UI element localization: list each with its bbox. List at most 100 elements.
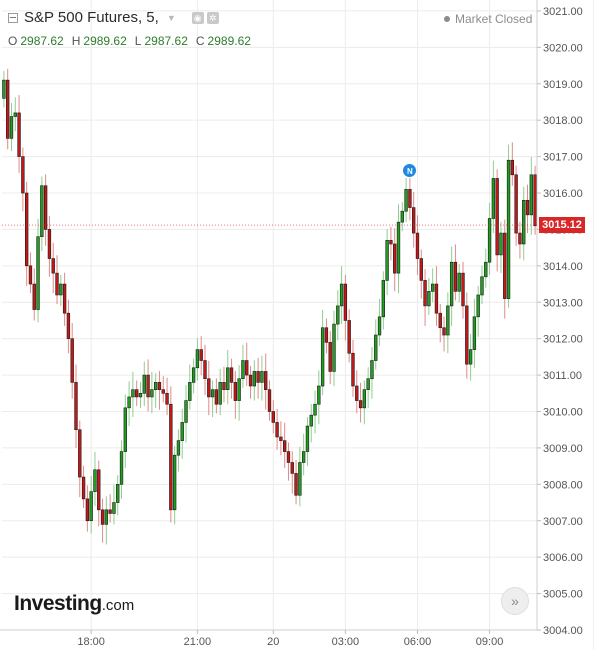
candle[interactable] [214, 378, 219, 414]
chevron-down-icon[interactable]: ▼ [166, 12, 176, 23]
candle[interactable] [423, 269, 427, 326]
candle[interactable] [17, 95, 21, 173]
candle[interactable] [108, 494, 112, 523]
candle[interactable] [267, 380, 272, 421]
candle[interactable] [408, 175, 412, 221]
candle[interactable] [434, 266, 439, 326]
candle[interactable] [188, 364, 192, 410]
candle[interactable] [430, 268, 435, 303]
candle[interactable] [412, 191, 416, 248]
candle[interactable] [180, 408, 184, 459]
candle[interactable] [229, 358, 234, 399]
candle[interactable] [184, 384, 188, 443]
candle[interactable] [400, 202, 404, 232]
candle[interactable] [203, 344, 207, 396]
candle[interactable] [522, 186, 526, 261]
candle[interactable] [131, 371, 135, 417]
candle[interactable] [62, 272, 67, 326]
candle[interactable] [404, 178, 408, 223]
candle[interactable] [499, 221, 503, 274]
candle[interactable] [355, 370, 359, 414]
candle[interactable] [529, 156, 533, 235]
candle[interactable] [305, 416, 310, 467]
candle[interactable] [9, 103, 14, 152]
candle[interactable] [298, 446, 302, 507]
candle[interactable] [70, 323, 74, 399]
candle[interactable] [6, 68, 10, 150]
candle[interactable] [286, 442, 291, 481]
investing-logo[interactable]: Investing.com [14, 592, 134, 616]
candle[interactable] [294, 459, 298, 505]
candle[interactable] [468, 333, 473, 381]
candle[interactable] [275, 408, 279, 450]
candle[interactable] [324, 318, 329, 354]
candle[interactable] [427, 277, 431, 315]
collapse-icon[interactable] [8, 12, 18, 23]
candle[interactable] [55, 255, 59, 305]
candle[interactable] [13, 97, 17, 132]
candle[interactable] [457, 264, 461, 303]
candle[interactable] [248, 365, 253, 399]
news-event-marker[interactable]: N [402, 163, 418, 179]
candle[interactable] [150, 371, 154, 414]
candle[interactable] [154, 373, 158, 408]
candle[interactable] [465, 292, 469, 379]
candle[interactable] [112, 484, 116, 525]
symbol-title[interactable]: S&P 500 Futures, 5, [24, 9, 159, 26]
candle[interactable] [453, 244, 458, 301]
candle[interactable] [210, 380, 215, 417]
candle[interactable] [66, 299, 71, 354]
candle[interactable] [503, 219, 507, 319]
candle-series[interactable] [2, 68, 537, 545]
candle[interactable] [491, 160, 496, 234]
candle[interactable] [260, 355, 264, 401]
candle[interactable] [218, 368, 222, 416]
candle[interactable] [442, 316, 446, 352]
candle[interactable] [233, 371, 238, 419]
candle[interactable] [146, 359, 150, 412]
candle[interactable] [438, 304, 442, 343]
candle[interactable] [370, 347, 374, 399]
candle[interactable] [116, 475, 120, 516]
candle[interactable] [43, 174, 48, 246]
candle[interactable] [419, 249, 423, 299]
candle[interactable] [309, 403, 313, 443]
candle[interactable] [40, 176, 44, 252]
candle[interactable] [119, 440, 124, 499]
candle[interactable] [93, 451, 97, 507]
candle[interactable] [78, 420, 82, 498]
candle[interactable] [104, 496, 109, 545]
candle[interactable] [374, 319, 378, 370]
candle[interactable] [339, 266, 344, 325]
candle[interactable] [461, 261, 465, 319]
candle[interactable] [123, 394, 127, 468]
candle[interactable] [74, 364, 78, 448]
candle[interactable] [264, 353, 268, 410]
candle[interactable] [271, 400, 275, 434]
candle[interactable] [476, 285, 480, 337]
candle[interactable] [351, 339, 355, 397]
candle[interactable] [135, 380, 139, 407]
candle[interactable] [226, 349, 230, 405]
candle[interactable] [449, 246, 454, 326]
candle[interactable] [47, 215, 52, 277]
candle[interactable] [446, 292, 450, 354]
candle[interactable] [283, 422, 287, 468]
candle[interactable] [362, 380, 367, 425]
candle[interactable] [97, 460, 101, 527]
candle[interactable] [199, 336, 203, 376]
candle[interactable] [343, 274, 348, 341]
candle[interactable] [514, 165, 518, 246]
candle[interactable] [301, 433, 306, 476]
candle[interactable] [127, 381, 131, 427]
gear-icon[interactable]: ✲ [206, 11, 219, 24]
candle[interactable] [533, 165, 537, 235]
candle[interactable] [169, 386, 173, 523]
eye-icon[interactable]: ◉ [191, 11, 204, 24]
candle[interactable] [484, 248, 488, 288]
candle[interactable] [191, 358, 196, 394]
candle[interactable] [347, 309, 351, 363]
candle[interactable] [480, 265, 484, 305]
candle[interactable] [279, 421, 283, 456]
